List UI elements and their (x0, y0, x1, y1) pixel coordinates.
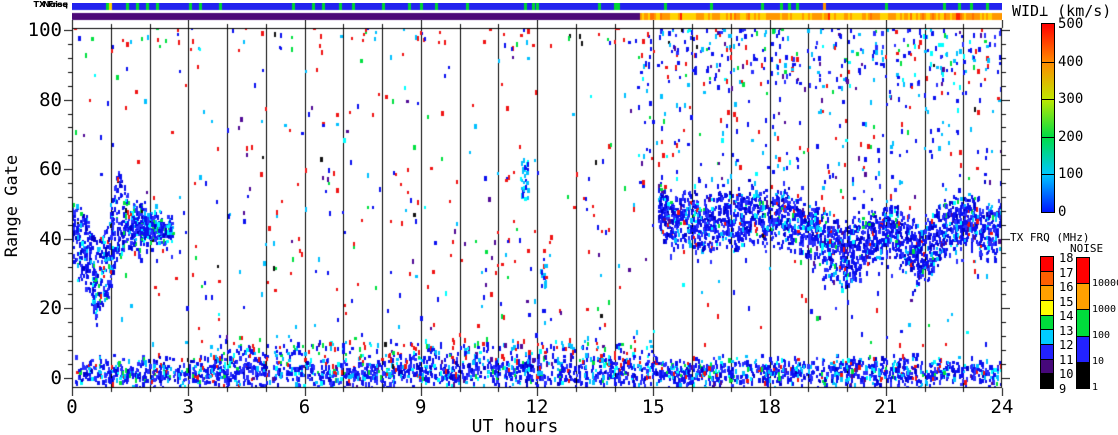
txbar-tick-label: 12 (1059, 338, 1074, 352)
txbar-tick-label: 14 (1059, 309, 1074, 323)
x-tick-label: 6 (298, 396, 311, 418)
x-tick-label: 24 (990, 396, 1014, 418)
wid-colorbar-tickline (1042, 174, 1054, 175)
txbar-tick-label: 16 (1059, 280, 1074, 294)
txfrq-colorbar-block (1041, 358, 1053, 374)
y-tick-label: 60 (39, 158, 62, 181)
txbar-tick-label: 10 (1059, 367, 1074, 381)
noise-colorbar-block (1077, 258, 1089, 284)
tx-freq-strip-label: TX Freq (33, 0, 68, 9)
txfrq-colorbar-block (1041, 344, 1053, 359)
wid-colorbar-tick-label: 200 (1058, 129, 1084, 145)
range-time-plot (64, 20, 1010, 396)
txbar-tick-label: 18 (1059, 251, 1074, 265)
nsbar-tick-label: 1000 (1092, 304, 1117, 315)
x-tick-label: 15 (641, 396, 665, 418)
txfrq-colorbar-block (1041, 329, 1053, 345)
wid-colorbar-title: WID⊥ (km/s) (1012, 2, 1112, 20)
txfrq-colorbar-block (1041, 314, 1053, 330)
x-tick-label: 21 (874, 396, 898, 418)
nsbar-tick-label: 10 (1092, 356, 1105, 367)
noise-colorbar (1076, 257, 1090, 389)
wid-colorbar-tick-label: 500 (1058, 16, 1084, 32)
y-tick-label: 40 (39, 227, 62, 250)
top-strips-canvas (72, 3, 1002, 22)
txbar-tick-label: 15 (1059, 295, 1074, 309)
x-tick-label: 12 (525, 396, 549, 418)
txfrq-colorbar-block (1041, 257, 1053, 271)
wid-colorbar-tickline (1042, 62, 1054, 63)
nsbar-tick-label: 100 (1092, 330, 1111, 341)
y-tick-label: 80 (39, 88, 62, 111)
noise-colorbar-block (1077, 309, 1089, 336)
x-axis-label: UT hours (471, 416, 559, 435)
txbar-tick-label: 13 (1059, 324, 1074, 338)
noise-colorbar-title: NOISE (1070, 242, 1104, 255)
txfrq-colorbar-block (1041, 285, 1053, 301)
wid-colorbar-tick-label: 100 (1058, 166, 1084, 182)
txbar-tick-label: 9 (1059, 382, 1067, 396)
x-tick-label: 9 (415, 396, 427, 418)
x-tick-label: 0 (66, 396, 78, 418)
y-tick-label: 100 (27, 19, 62, 41)
y-tick-label: 0 (50, 367, 62, 389)
noise-colorbar-block (1077, 283, 1089, 310)
noise-colorbar-block (1077, 361, 1089, 389)
txfrq-colorbar-title: TX FRQ (MHz) (1010, 231, 1090, 244)
wid-colorbar-tick-label: 400 (1058, 54, 1084, 70)
nsbar-tick-label: 1 (1092, 382, 1099, 393)
x-tick-label: 18 (758, 396, 781, 418)
x-tick-label: 3 (182, 396, 194, 418)
noise-strip-label: Noise (42, 0, 68, 9)
wid-colorbar (1041, 23, 1055, 213)
wid-colorbar-tickline (1042, 137, 1054, 138)
txfrq-colorbar-block (1041, 300, 1053, 315)
txbar-tick-label: 11 (1059, 353, 1074, 367)
y-axis-label: Range Gate (2, 154, 22, 258)
txbar-tick-label: 17 (1059, 266, 1074, 280)
wid-colorbar-tickline (1042, 99, 1054, 100)
txfrq-colorbar (1040, 256, 1054, 389)
wid-colorbar-tick-label: 0 (1058, 204, 1067, 220)
wid-colorbar-tick-label: 300 (1058, 91, 1084, 107)
txfrq-colorbar-block (1041, 373, 1053, 389)
nsbar-tick-label: 10000 (1092, 278, 1118, 289)
y-tick-label: 20 (39, 297, 62, 320)
txfrq-colorbar-block (1041, 270, 1053, 286)
noise-colorbar-block (1077, 335, 1089, 362)
